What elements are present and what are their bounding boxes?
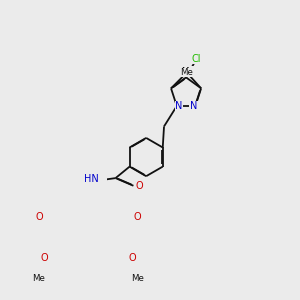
Text: Me: Me <box>181 67 194 76</box>
Text: O: O <box>40 253 48 263</box>
Text: O: O <box>134 212 141 222</box>
Text: Me: Me <box>32 274 45 283</box>
Text: O: O <box>128 253 136 263</box>
Text: O: O <box>135 181 143 191</box>
Text: Me: Me <box>180 68 193 77</box>
Text: O: O <box>35 212 43 222</box>
Text: HN: HN <box>84 174 99 184</box>
Text: N: N <box>175 101 182 111</box>
Text: N: N <box>190 101 197 111</box>
Text: Cl: Cl <box>191 53 201 64</box>
Text: Me: Me <box>132 274 144 283</box>
